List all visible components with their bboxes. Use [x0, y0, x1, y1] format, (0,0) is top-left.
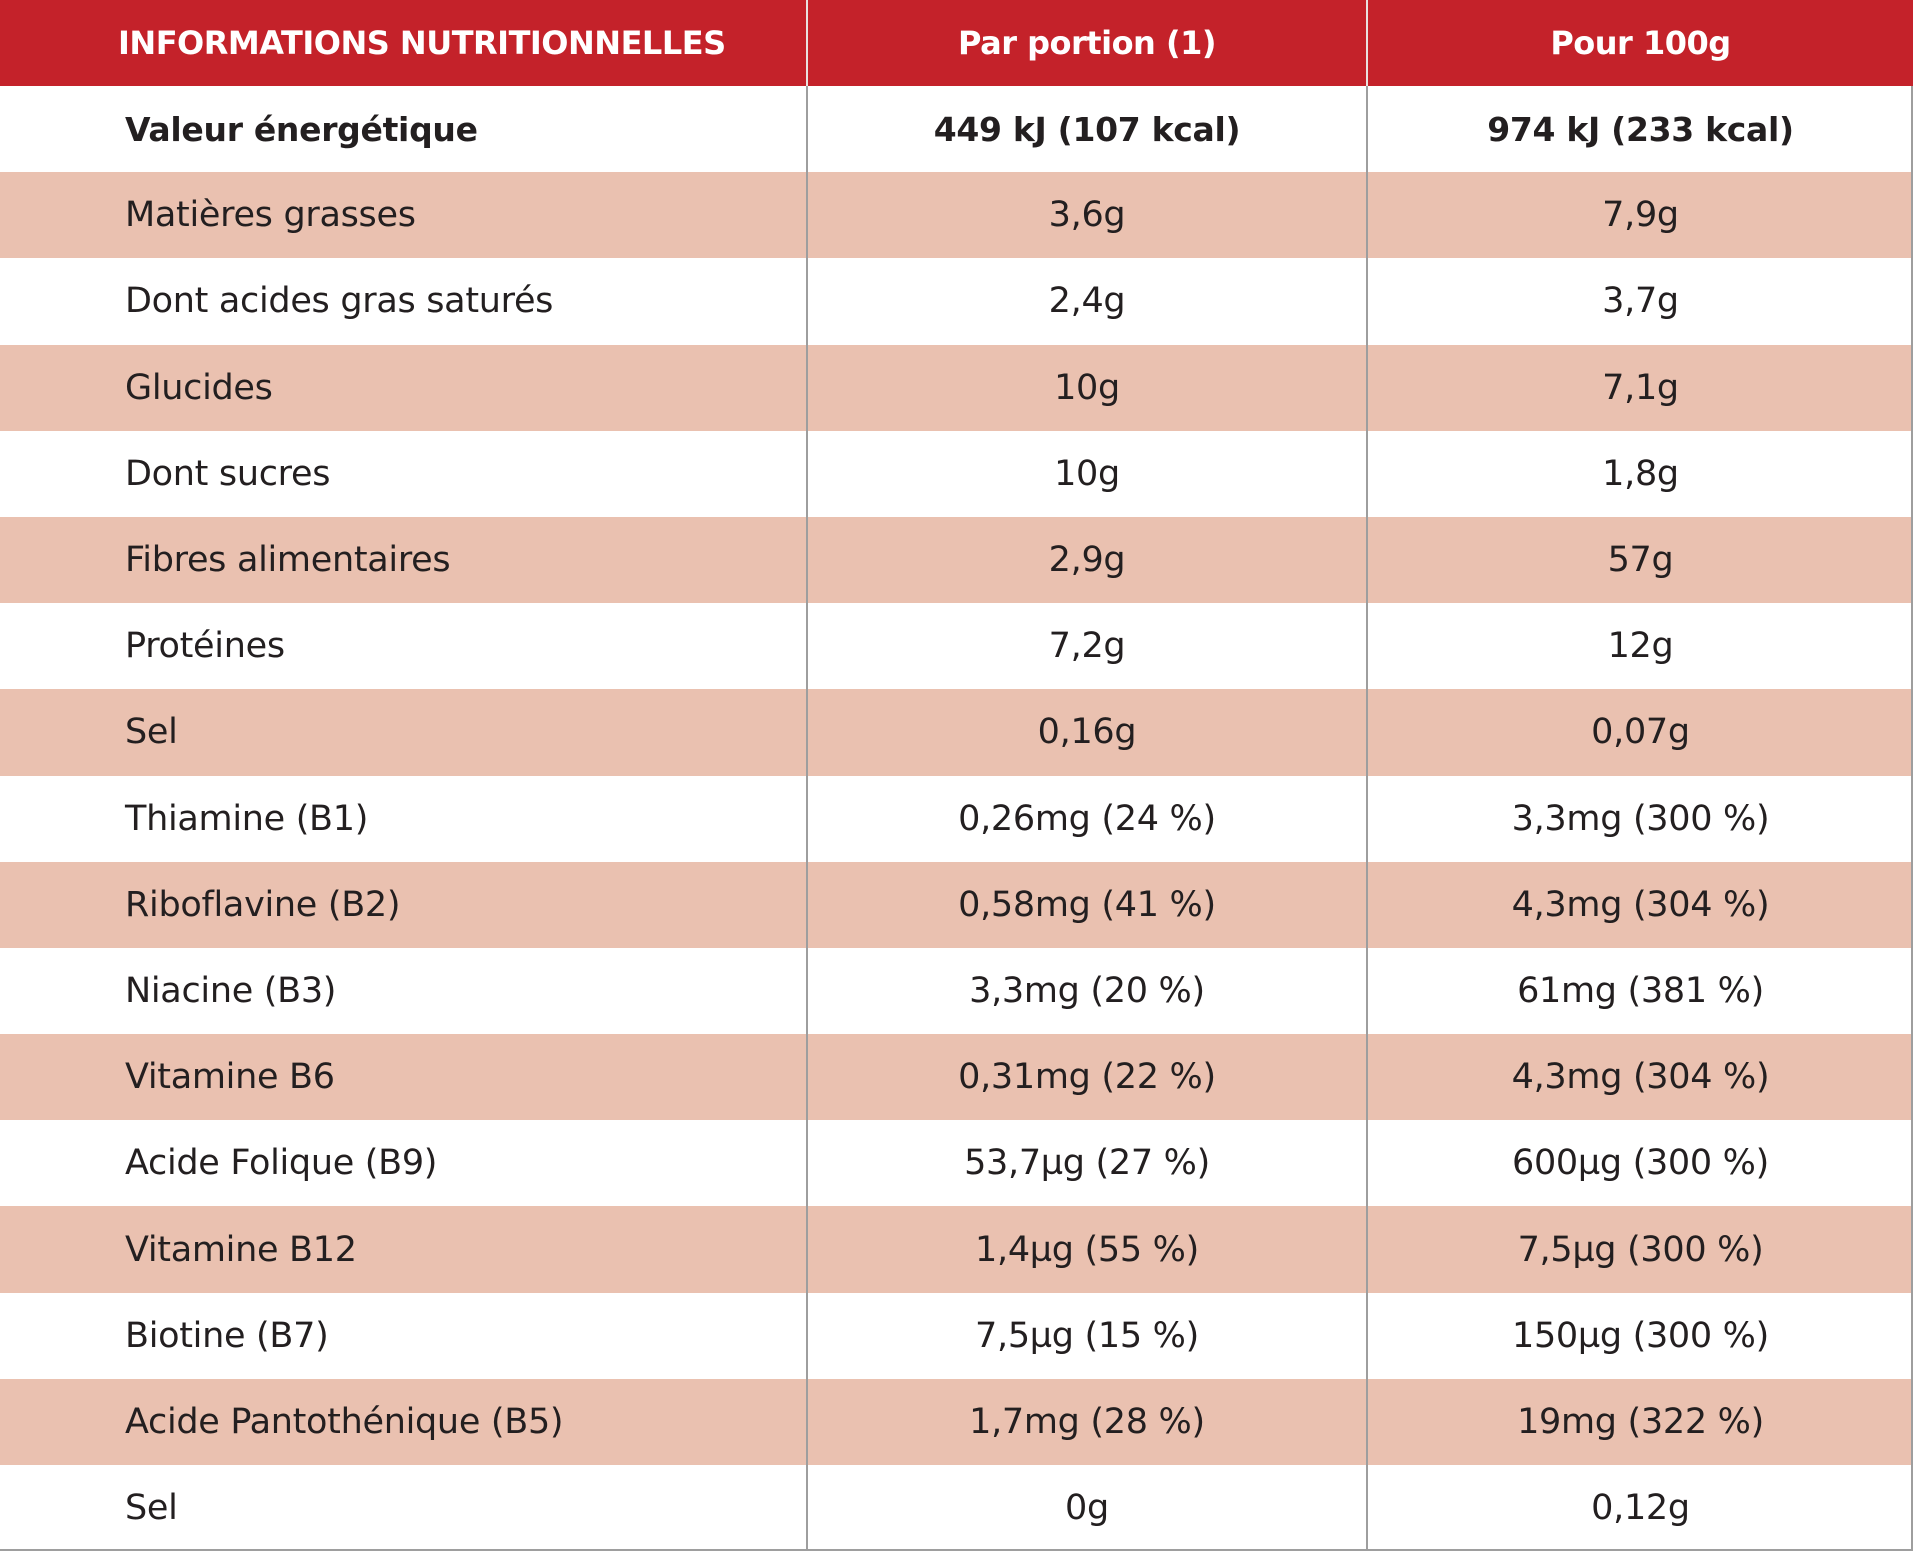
row-portion-value: 1,4µg (55 %) — [807, 1206, 1368, 1293]
header-nutrition-info: INFORMATIONS NUTRITIONNELLES — [0, 0, 808, 86]
row-100g-value: 4,3mg (304 %) — [1367, 861, 1913, 948]
table-right-border — [1911, 86, 1913, 1551]
row-100g-value: 3,7g — [1367, 258, 1913, 345]
table-row: Protéines 7,2g 12g — [0, 603, 1913, 690]
row-label: Sel — [0, 689, 808, 776]
table-row: Acide Folique (B9) 53,7µg (27 %) 600µg (… — [0, 1120, 1913, 1207]
row-portion-value: 7,5µg (15 %) — [807, 1292, 1368, 1379]
table-row: Vitamine B6 0,31mg (22 %) 4,3mg (304 %) — [0, 1034, 1913, 1121]
row-label: Valeur énergétique — [0, 86, 808, 173]
row-portion-value: 10g — [807, 344, 1368, 431]
row-100g-value: 12g — [1367, 603, 1913, 690]
header-per-100g: Pour 100g — [1367, 0, 1913, 86]
table-row: Dont acides gras saturés 2,4g 3,7g — [0, 258, 1913, 345]
header-per-portion: Par portion (1) — [807, 0, 1368, 86]
row-label: Dont sucres — [0, 430, 808, 517]
row-100g-value: 0,07g — [1367, 689, 1913, 776]
row-label: Vitamine B12 — [0, 1206, 808, 1293]
row-label: Niacine (B3) — [0, 947, 808, 1035]
row-portion-value: 0g — [807, 1465, 1368, 1551]
row-100g-value: 7,9g — [1367, 172, 1913, 259]
row-portion-value: 3,6g — [807, 172, 1368, 259]
row-label: Glucides — [0, 344, 808, 431]
table-row: Matières grasses 3,6g 7,9g — [0, 172, 1913, 259]
row-portion-value: 0,58mg (41 %) — [807, 861, 1368, 948]
row-label: Sel — [0, 1465, 808, 1551]
row-label: Fibres alimentaires — [0, 516, 808, 604]
row-100g-value: 4,3mg (304 %) — [1367, 1034, 1913, 1121]
row-100g-value: 3,3mg (300 %) — [1367, 775, 1913, 862]
header-row: INFORMATIONS NUTRITIONNELLES Par portion… — [0, 0, 1913, 86]
row-100g-value: 19mg (322 %) — [1367, 1378, 1913, 1465]
row-label: Thiamine (B1) — [0, 775, 808, 862]
table-row: Sel 0,16g 0,07g — [0, 689, 1913, 776]
row-100g-value: 7,1g — [1367, 344, 1913, 431]
table-row: Fibres alimentaires 2,9g 57g — [0, 516, 1913, 604]
table-row-energy: Valeur énergétique 449 kJ (107 kcal) 974… — [0, 86, 1913, 173]
row-label: Matières grasses — [0, 172, 808, 259]
row-portion-value: 53,7µg (27 %) — [807, 1120, 1368, 1207]
row-label: Acide Folique (B9) — [0, 1120, 808, 1207]
table-bottom-border — [0, 1549, 1913, 1551]
table-row: Acide Pantothénique (B5) 1,7mg (28 %) 19… — [0, 1378, 1913, 1465]
row-portion-value: 0,26mg (24 %) — [807, 775, 1368, 862]
table-row: Thiamine (B1) 0,26mg (24 %) 3,3mg (300 %… — [0, 775, 1913, 862]
row-100g-value: 7,5µg (300 %) — [1367, 1206, 1913, 1293]
row-100g-value: 61mg (381 %) — [1367, 947, 1913, 1035]
row-portion-value: 3,3mg (20 %) — [807, 947, 1368, 1035]
row-portion-value: 0,31mg (22 %) — [807, 1034, 1368, 1121]
row-portion-value: 2,4g — [807, 258, 1368, 345]
row-portion-value: 2,9g — [807, 516, 1368, 604]
table-row: Dont sucres 10g 1,8g — [0, 430, 1913, 517]
table-row: Vitamine B12 1,4µg (55 %) 7,5µg (300 %) — [0, 1206, 1913, 1293]
table-row: Niacine (B3) 3,3mg (20 %) 61mg (381 %) — [0, 947, 1913, 1035]
row-100g-value: 150µg (300 %) — [1367, 1292, 1913, 1379]
row-label: Vitamine B6 — [0, 1034, 808, 1121]
row-label: Acide Pantothénique (B5) — [0, 1378, 808, 1465]
row-label: Protéines — [0, 603, 808, 690]
row-portion-value: 7,2g — [807, 603, 1368, 690]
row-portion-value: 10g — [807, 430, 1368, 517]
row-100g-value: 1,8g — [1367, 430, 1913, 517]
row-100g-value: 57g — [1367, 516, 1913, 604]
table-header: INFORMATIONS NUTRITIONNELLES Par portion… — [0, 0, 1913, 86]
row-100g-value: 600µg (300 %) — [1367, 1120, 1913, 1207]
table-row: Sel 0g 0,12g — [0, 1465, 1913, 1551]
row-portion-value: 0,16g — [807, 689, 1368, 776]
row-100g-value: 974 kJ (233 kcal) — [1367, 86, 1913, 173]
row-label: Riboflavine (B2) — [0, 861, 808, 948]
table-row: Biotine (B7) 7,5µg (15 %) 150µg (300 %) — [0, 1292, 1913, 1379]
row-portion-value: 1,7mg (28 %) — [807, 1378, 1368, 1465]
row-portion-value: 449 kJ (107 kcal) — [807, 86, 1368, 173]
row-100g-value: 0,12g — [1367, 1465, 1913, 1551]
row-label: Dont acides gras saturés — [0, 258, 808, 345]
table-body: Valeur énergétique 449 kJ (107 kcal) 974… — [0, 86, 1913, 1551]
table-row: Glucides 10g 7,1g — [0, 344, 1913, 431]
table-row: Riboflavine (B2) 0,58mg (41 %) 4,3mg (30… — [0, 861, 1913, 948]
row-label: Biotine (B7) — [0, 1292, 808, 1379]
